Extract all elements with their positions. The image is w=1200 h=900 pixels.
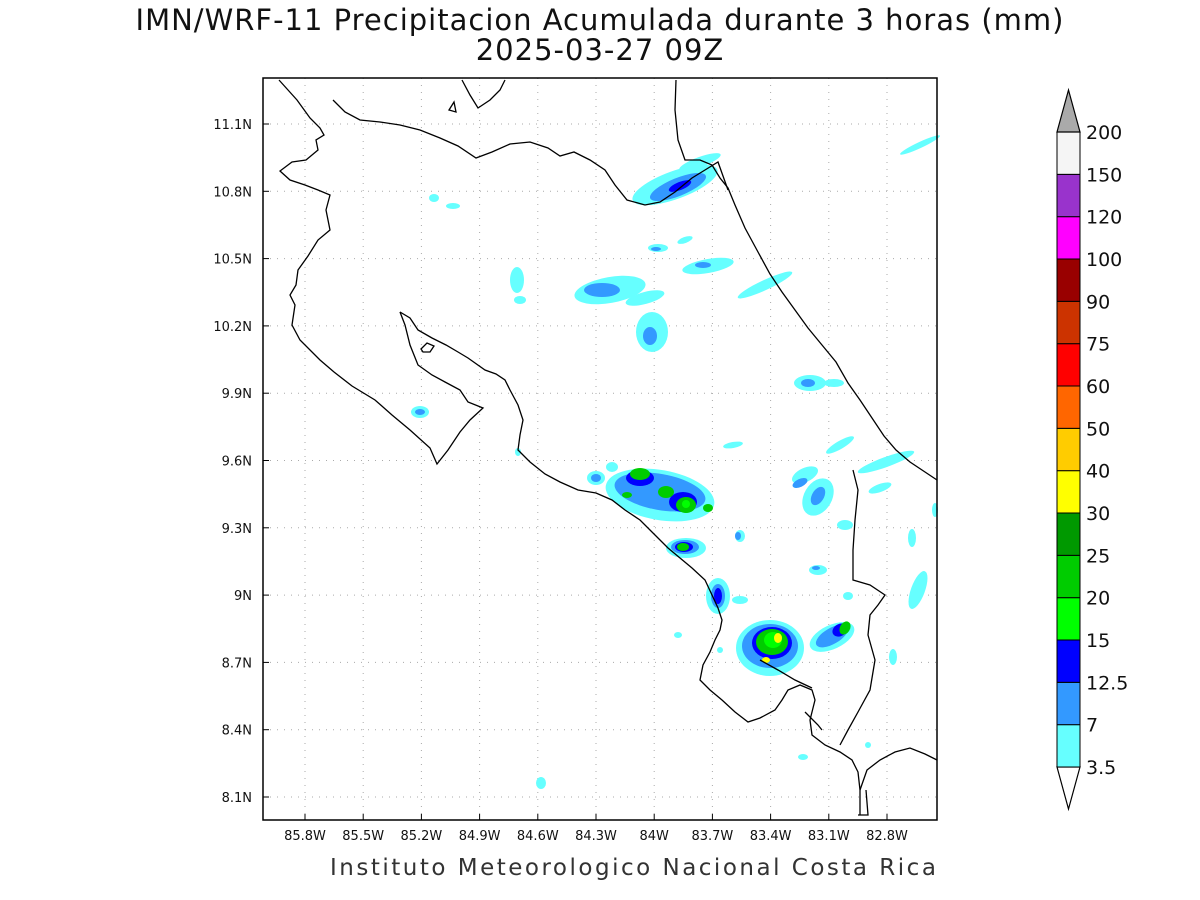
- colorbar-lower-arrow: [1056, 766, 1081, 812]
- lon-label: 84.9W: [459, 829, 501, 844]
- colorbar-label: 40: [1086, 461, 1110, 483]
- colorbar-label: 20: [1086, 588, 1110, 610]
- colorbar-upper-arrow: [1056, 87, 1081, 133]
- colorbar-bin: [1056, 470, 1081, 514]
- colorbar-label: 12.5: [1086, 672, 1128, 694]
- lat-label: 11.1N: [213, 118, 252, 133]
- lat-label: 10.8N: [213, 185, 252, 200]
- lat-label: 8.4N: [222, 724, 252, 739]
- latitude-labels: 11.1N 10.8N 10.5N 10.2N 9.9N 9.6N 9.3N 9N 8.7N 8.…: [213, 118, 269, 806]
- colorbar-bin: [1056, 216, 1081, 260]
- precipitation-field: [411, 135, 940, 789]
- lon-label: 85.2W: [400, 829, 442, 844]
- colorbar-label: 3.5: [1086, 757, 1116, 779]
- lat-label: 10.5N: [213, 253, 252, 268]
- graticule: [263, 78, 937, 820]
- map-date: 2025-03-27 09Z: [475, 33, 725, 67]
- colorbar-bin: [1056, 300, 1081, 345]
- colorbar-label: 50: [1086, 418, 1110, 440]
- lat-label: 10.2N: [213, 320, 252, 335]
- colorbar-bin: [1056, 427, 1081, 472]
- lon-label: 85.8W: [284, 829, 326, 844]
- footer-credit: Instituto Meteorologico Nacional Costa R…: [330, 855, 939, 881]
- colorbar-label: 7: [1086, 715, 1098, 737]
- colorbar-bin: [1056, 639, 1081, 683]
- colorbar-label: 90: [1086, 291, 1110, 313]
- colorbar-label: 30: [1086, 503, 1110, 525]
- colorbar-bin: [1056, 173, 1081, 218]
- lon-label: 84W: [639, 829, 669, 844]
- lon-label: 83.7W: [691, 829, 733, 844]
- colorbar-bin: [1056, 597, 1081, 641]
- colorbar-bin: [1056, 385, 1081, 429]
- colorbar-bin: [1056, 681, 1081, 726]
- lat-label: 9.6N: [222, 455, 252, 470]
- colorbar: 3.5 7 12.5 15 20 25 30 40 50 60 75 90 100 120 150 200: [1056, 87, 1128, 812]
- lat-label: 9.3N: [222, 522, 252, 537]
- lon-label: 83.4W: [750, 829, 792, 844]
- colorbar-label: 100: [1086, 249, 1122, 271]
- coastline: [278, 79, 938, 816]
- lon-label: 84.3W: [575, 829, 617, 844]
- colorbar-label: 150: [1086, 164, 1122, 186]
- lon-label: 85.5W: [342, 829, 384, 844]
- longitude-labels: 85.8W 85.5W 85.2W 84.9W 84.6W 84.3W 84W 83.7W 83…: [284, 814, 908, 844]
- colorbar-label: 60: [1086, 376, 1110, 398]
- map-panel: [262, 77, 940, 821]
- colorbar-label: 120: [1086, 207, 1122, 229]
- colorbar-bin: [1056, 258, 1081, 302]
- lat-label: 9.9N: [222, 387, 252, 402]
- lat-label: 8.7N: [222, 656, 252, 671]
- colorbar-bin: [1056, 724, 1081, 768]
- colorbar-bin: [1056, 512, 1081, 556]
- map-frame: [262, 77, 938, 821]
- lon-label: 84.6W: [517, 829, 559, 844]
- map-title: IMN/WRF-11 Precipitacion Acumulada duran…: [135, 3, 1065, 37]
- colorbar-label: 15: [1086, 630, 1110, 652]
- lon-label: 82.8W: [866, 829, 908, 844]
- colorbar-bin: [1056, 131, 1081, 175]
- colorbar-bin: [1056, 554, 1081, 599]
- colorbar-label: 200: [1086, 122, 1122, 144]
- colorbar-label: 75: [1086, 334, 1110, 356]
- colorbar-label: 25: [1086, 545, 1110, 567]
- lon-label: 83.1W: [808, 829, 850, 844]
- colorbar-bin: [1056, 343, 1081, 387]
- lat-label: 8.1N: [222, 791, 252, 806]
- lat-label: 9N: [234, 589, 252, 604]
